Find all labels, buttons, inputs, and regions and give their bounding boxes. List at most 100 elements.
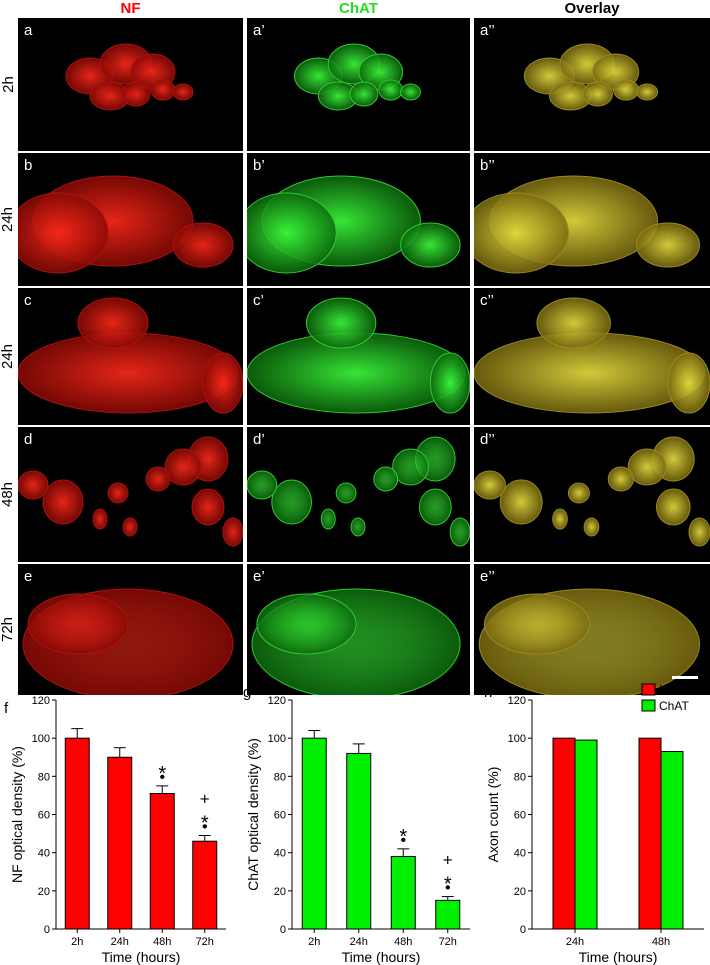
micrograph-panel: d bbox=[18, 427, 243, 562]
nerve-fascicle bbox=[77, 297, 149, 349]
bar bbox=[192, 840, 218, 930]
micrograph-panel-label: c bbox=[24, 292, 32, 309]
y-tick-label: 80 bbox=[38, 771, 50, 783]
axon-count-chart: 0 20 40 60 80 100 120 Time (hours) Axon count (%… bbox=[485, 683, 704, 965]
bar bbox=[107, 756, 133, 930]
micrograph-panel-label: d’ bbox=[253, 431, 265, 448]
x-axis-label: Time (hours) bbox=[102, 949, 181, 965]
row-time-label: 2h bbox=[0, 76, 17, 93]
nerve-fascicle bbox=[613, 79, 640, 101]
nerve-fascicle bbox=[400, 83, 421, 101]
micrograph-image bbox=[523, 43, 659, 111]
nerve-fascicle bbox=[18, 192, 109, 274]
nerve-fascicle bbox=[378, 79, 404, 101]
nerve-fascicle bbox=[474, 192, 569, 274]
nerve-fascicle bbox=[349, 81, 379, 107]
significance-mark: • bbox=[202, 818, 208, 835]
x-axis-label: Time (hours) bbox=[342, 949, 421, 965]
micrograph-image bbox=[247, 175, 461, 274]
micrograph-image bbox=[474, 175, 701, 274]
bar bbox=[346, 752, 372, 930]
panel-letter-f: f bbox=[4, 700, 9, 717]
micrograph-panel: e’ bbox=[247, 564, 470, 695]
row-time-label: 48h bbox=[0, 481, 17, 508]
header-chat: ChAT bbox=[339, 0, 378, 17]
nerve-fascicle bbox=[122, 517, 138, 537]
micrograph-panel: e bbox=[18, 564, 243, 695]
header-nf: NF bbox=[120, 0, 141, 17]
nerve-fascicle bbox=[582, 81, 613, 107]
panel-letter-g: g bbox=[243, 684, 252, 701]
nerve-fascicle bbox=[247, 192, 337, 274]
nerve-fascicle bbox=[483, 593, 590, 655]
bar bbox=[435, 899, 461, 930]
x-tick-label: 24h bbox=[566, 936, 584, 948]
nerve-fascicle bbox=[567, 482, 590, 504]
y-tick-label: 20 bbox=[274, 886, 286, 898]
micrograph-panel: b’ bbox=[247, 153, 470, 286]
micrograph-image bbox=[18, 436, 243, 547]
nerve-fascicle bbox=[667, 352, 710, 414]
micrograph-panel-label: b’’ bbox=[480, 157, 495, 174]
nerve-fascicle bbox=[583, 517, 600, 537]
micrograph-image bbox=[247, 436, 470, 547]
micrograph-image bbox=[65, 43, 194, 111]
micrograph-panel-label: c’ bbox=[253, 292, 264, 309]
header-overlay: Overlay bbox=[564, 0, 620, 17]
micrograph-image bbox=[18, 297, 243, 414]
nerve-fascicle bbox=[552, 508, 568, 530]
micrograph-panel-label: a’’ bbox=[480, 22, 495, 39]
y-tick-label: 40 bbox=[274, 848, 286, 860]
micrograph-panel-label: d bbox=[24, 431, 33, 448]
micrograph-panel: d’ bbox=[247, 427, 470, 562]
micrograph-panel: a’ bbox=[247, 18, 470, 151]
bar bbox=[390, 855, 416, 930]
y-tick-label: 100 bbox=[508, 733, 526, 745]
nerve-fascicle bbox=[392, 448, 429, 486]
nerve-fascicle bbox=[474, 470, 506, 500]
y-tick-label: 40 bbox=[514, 848, 526, 860]
significance-mark: • bbox=[159, 769, 165, 786]
significance-mark: + bbox=[443, 851, 453, 870]
micrograph-panel-label: e bbox=[24, 568, 33, 585]
x-tick-label: 24h bbox=[111, 936, 129, 948]
nerve-fascicle bbox=[335, 482, 357, 504]
micrograph-image bbox=[294, 43, 421, 111]
x-axis-label: Time (hours) bbox=[579, 949, 658, 965]
nerve-fascicle bbox=[271, 479, 312, 525]
x-tick-label: 2h bbox=[308, 936, 320, 948]
scale-bar bbox=[672, 676, 698, 679]
x-tick-label: 72h bbox=[439, 936, 457, 948]
legend-label: NF bbox=[659, 683, 675, 697]
nerve-fascicle bbox=[636, 83, 659, 101]
significance-mark: + bbox=[200, 789, 210, 808]
nerve-fascicle bbox=[400, 222, 461, 268]
nf-optical-density-chart: 0 20 40 60 80 100 120 Time (hours) NF optical de… bbox=[9, 695, 226, 965]
bar bbox=[301, 737, 327, 930]
x-tick-label: 48h bbox=[153, 936, 171, 948]
micrograph-image bbox=[22, 588, 234, 695]
y-tick-label: 60 bbox=[38, 810, 50, 822]
micrograph-panel-label: e’’ bbox=[480, 568, 495, 585]
row-time-label: 24h bbox=[0, 206, 17, 233]
micrograph-image bbox=[474, 297, 710, 414]
y-tick-label: 40 bbox=[38, 848, 50, 860]
micrograph-image bbox=[251, 588, 461, 695]
chat-optical-density-chart: 0 20 40 60 80 100 120 Time (hours) ChAT optical … bbox=[245, 695, 470, 965]
y-tick-label: 20 bbox=[38, 886, 50, 898]
significance-mark: • bbox=[400, 832, 406, 849]
legend-swatch bbox=[641, 699, 656, 712]
micrograph-panel: c’ bbox=[247, 288, 470, 425]
nerve-fascicle bbox=[172, 222, 234, 268]
nerve-fascicle bbox=[247, 470, 278, 500]
y-tick-label: 80 bbox=[514, 771, 526, 783]
nerve-fascicle bbox=[121, 81, 151, 107]
y-tick-label: 120 bbox=[268, 695, 286, 707]
y-tick-label: 0 bbox=[520, 924, 526, 936]
y-tick-label: 20 bbox=[514, 886, 526, 898]
x-tick-label: 24h bbox=[350, 936, 368, 948]
y-tick-label: 0 bbox=[280, 924, 286, 936]
nerve-fascicle bbox=[449, 517, 470, 547]
y-tick-label: 60 bbox=[274, 810, 286, 822]
y-axis-label: NF optical density (%) bbox=[9, 746, 25, 883]
